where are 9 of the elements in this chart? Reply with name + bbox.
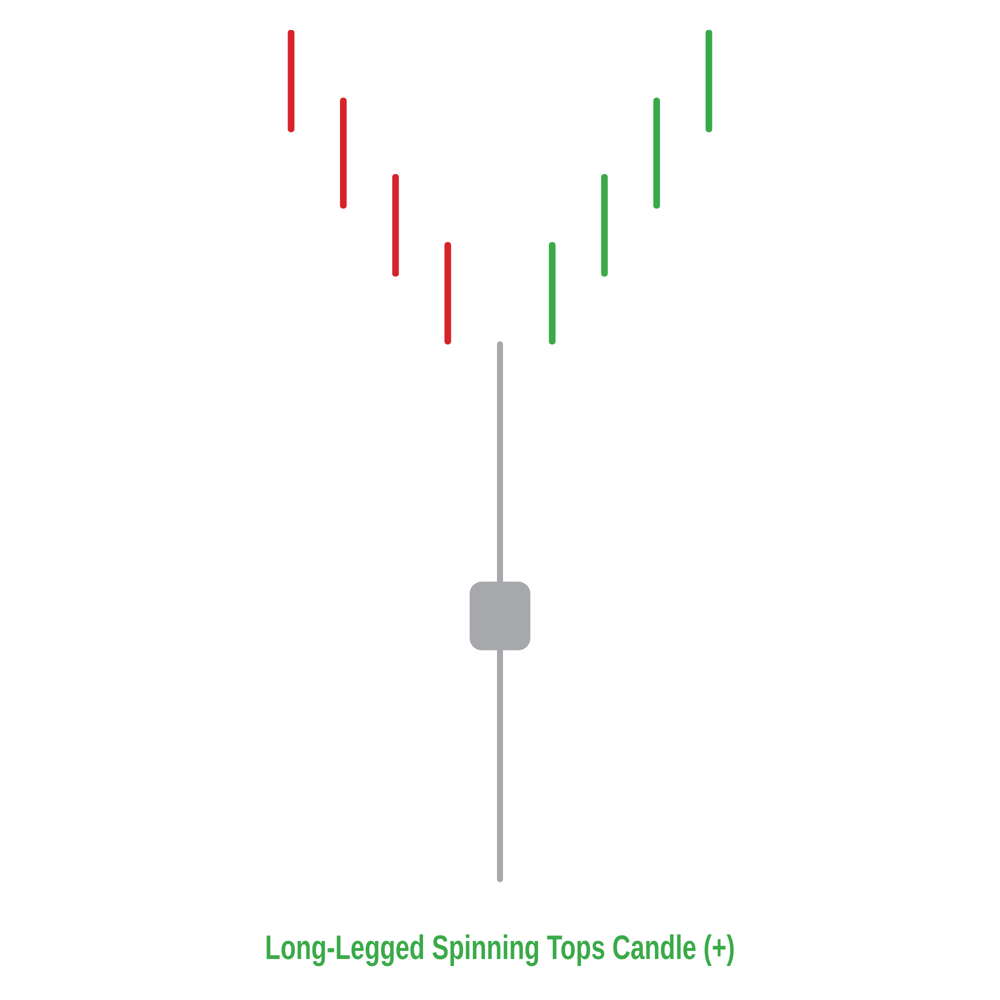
candlestick — [444, 242, 452, 345]
candlestick — [340, 98, 347, 209]
candlestick — [392, 174, 399, 277]
candlestick — [653, 98, 660, 209]
candlestick — [706, 30, 712, 132]
candlestick — [548, 242, 556, 345]
candlestick — [601, 174, 608, 277]
text: Long-Legged Spinning Tops Candle (+) — [265, 929, 735, 967]
candlestick — [288, 30, 294, 132]
